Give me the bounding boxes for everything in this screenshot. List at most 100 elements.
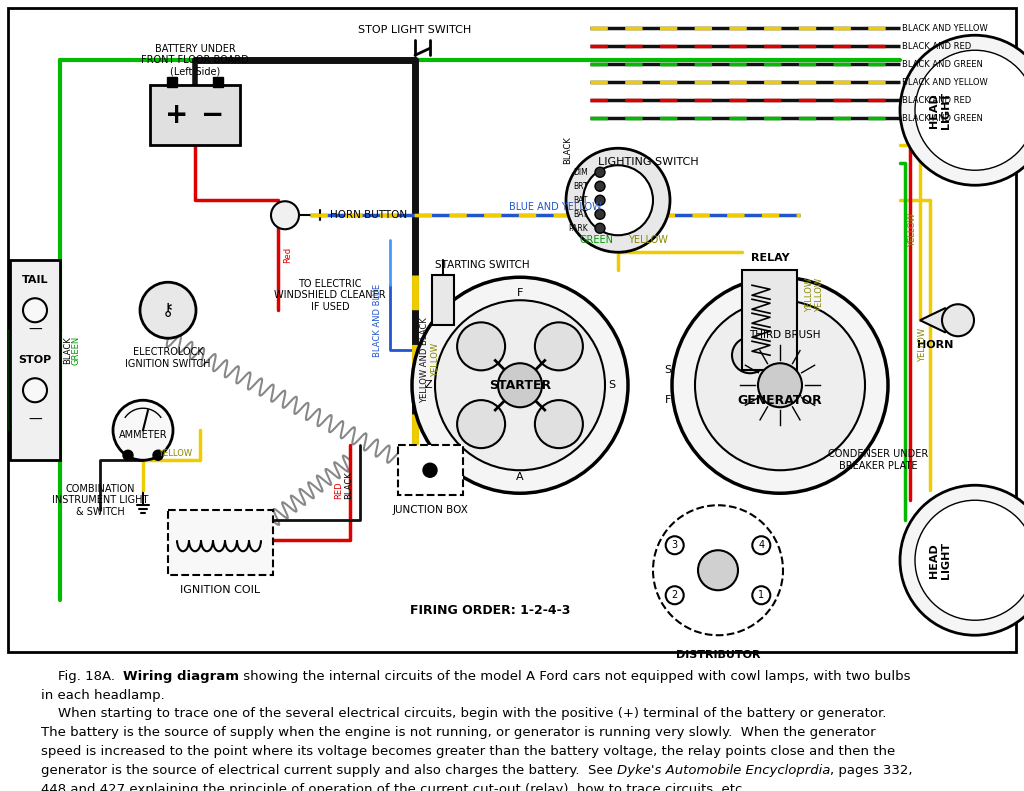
Text: THIRD BRUSH: THIRD BRUSH: [750, 331, 821, 340]
Text: HEAD
LIGHT: HEAD LIGHT: [929, 92, 951, 129]
Text: BLACK: BLACK: [63, 336, 73, 364]
Text: ELECTROLOCK
IGNITION SWITCH: ELECTROLOCK IGNITION SWITCH: [125, 347, 211, 369]
Text: When starting to trace one of the several electrical circuits, begin with the po: When starting to trace one of the severa…: [41, 707, 887, 721]
Bar: [742, 271, 797, 370]
Text: ⚷: ⚷: [162, 301, 174, 320]
Circle shape: [535, 400, 583, 448]
Circle shape: [435, 301, 605, 470]
Bar: [10, 260, 60, 460]
Text: BLACK AND RED: BLACK AND RED: [902, 42, 971, 51]
Circle shape: [666, 586, 684, 604]
Circle shape: [566, 148, 670, 252]
Text: YELLOW: YELLOW: [628, 235, 668, 245]
Text: Wiring diagram: Wiring diagram: [124, 670, 240, 683]
Text: HEAD
LIGHT: HEAD LIGHT: [929, 542, 951, 579]
Circle shape: [23, 298, 47, 322]
Text: PARK: PARK: [568, 224, 588, 233]
Text: speed is increased to the point where its voltage becomes greater than the batte: speed is increased to the point where it…: [41, 745, 895, 759]
Text: YELLOW: YELLOW: [919, 328, 928, 362]
Circle shape: [423, 464, 437, 477]
Text: GENERATOR: GENERATOR: [737, 394, 822, 407]
Text: BLACK AND GREEN: BLACK AND GREEN: [902, 60, 983, 69]
Text: Dyke's Automobile Encycloprdia: Dyke's Automobile Encycloprdia: [617, 764, 830, 778]
Text: DISTRIBUTOR: DISTRIBUTOR: [676, 650, 760, 660]
Circle shape: [672, 277, 888, 494]
Text: TO ELECTRIC
WINDSHIELD CLEANER
IF USED: TO ELECTRIC WINDSHIELD CLEANER IF USED: [274, 278, 386, 312]
Text: Z: Z: [424, 380, 432, 390]
Circle shape: [595, 195, 605, 205]
Text: −: −: [202, 101, 224, 129]
Text: BLACK: BLACK: [563, 136, 572, 164]
Bar: [213, 78, 223, 87]
Text: STOP LIGHT SWITCH: STOP LIGHT SWITCH: [358, 25, 472, 36]
Text: BAT: BAT: [573, 210, 588, 219]
Text: RELAY: RELAY: [751, 253, 790, 263]
Text: TAIL: TAIL: [22, 275, 48, 286]
Bar: [150, 85, 240, 146]
Text: YELLOW AND BLACK: YELLOW AND BLACK: [421, 317, 429, 403]
Circle shape: [123, 450, 133, 460]
Circle shape: [595, 223, 605, 233]
Circle shape: [595, 181, 605, 191]
Circle shape: [753, 536, 770, 554]
Circle shape: [595, 210, 605, 219]
Text: S: S: [665, 365, 672, 375]
Text: FIRING ORDER: 1-2-4-3: FIRING ORDER: 1-2-4-3: [410, 604, 570, 617]
Circle shape: [915, 500, 1024, 620]
Text: 3: 3: [672, 540, 678, 551]
Text: 448 and 427 explaining the principle of operation of the current cut-out (relay): 448 and 427 explaining the principle of …: [41, 783, 746, 791]
Text: , pages 332,: , pages 332,: [830, 764, 913, 778]
Text: YELLOW: YELLOW: [908, 214, 918, 248]
Text: —: —: [28, 324, 42, 337]
Circle shape: [753, 586, 770, 604]
Text: STARTER: STARTER: [488, 379, 551, 392]
Text: F: F: [517, 288, 523, 298]
Text: BLACK AND GREEN: BLACK AND GREEN: [902, 114, 983, 123]
Circle shape: [457, 323, 505, 370]
Circle shape: [942, 305, 974, 336]
Text: IGNITION COIL: IGNITION COIL: [180, 585, 260, 596]
Text: in each headlamp.: in each headlamp.: [41, 688, 165, 702]
Text: BLACK: BLACK: [344, 471, 353, 499]
Circle shape: [23, 378, 47, 403]
Text: generator is the source of electrical current supply and also charges the batter: generator is the source of electrical cu…: [41, 764, 617, 778]
Circle shape: [915, 51, 1024, 170]
Text: YELLOW: YELLOW: [815, 278, 824, 312]
Text: HORN BUTTON: HORN BUTTON: [330, 210, 408, 220]
Circle shape: [113, 400, 173, 460]
Circle shape: [535, 323, 583, 370]
Text: F: F: [665, 396, 671, 405]
Text: BAT: BAT: [573, 195, 588, 205]
Text: showing the internal circuits of the model A Ford cars not equipped with cowl la: showing the internal circuits of the mod…: [240, 670, 911, 683]
Bar: [167, 78, 177, 87]
Text: AMMETER: AMMETER: [119, 430, 167, 441]
Circle shape: [583, 165, 653, 235]
Circle shape: [758, 363, 802, 407]
Text: S: S: [608, 380, 615, 390]
Text: GREEN: GREEN: [72, 335, 81, 365]
Text: JUNCTION BOX: JUNCTION BOX: [392, 505, 468, 515]
Text: GREEN: GREEN: [580, 235, 614, 245]
Circle shape: [900, 485, 1024, 635]
Text: BLUE AND YELLOW: BLUE AND YELLOW: [509, 202, 601, 212]
Text: YELLOW: YELLOW: [806, 278, 814, 312]
Text: CONDENSER UNDER
BREAKER PLATE: CONDENSER UNDER BREAKER PLATE: [827, 449, 928, 471]
Text: LIGHTING SWITCH: LIGHTING SWITCH: [598, 157, 698, 167]
Circle shape: [457, 400, 505, 448]
Circle shape: [498, 363, 542, 407]
Circle shape: [695, 301, 865, 470]
Text: Red: Red: [283, 247, 292, 263]
Circle shape: [412, 277, 628, 494]
Text: STOP: STOP: [18, 355, 51, 365]
Circle shape: [732, 337, 768, 373]
Text: RED: RED: [334, 482, 343, 499]
Text: BLACK AND YELLOW: BLACK AND YELLOW: [902, 78, 988, 87]
Text: The battery is the source of supply when the engine is not running, or generator: The battery is the source of supply when…: [41, 726, 876, 740]
Text: 2: 2: [672, 590, 678, 600]
Text: YELLOW: YELLOW: [431, 343, 440, 377]
Bar: [398, 445, 463, 495]
Text: BLACK AND RED: BLACK AND RED: [902, 96, 971, 104]
Circle shape: [900, 36, 1024, 185]
Circle shape: [153, 450, 163, 460]
Text: A: A: [516, 472, 524, 483]
